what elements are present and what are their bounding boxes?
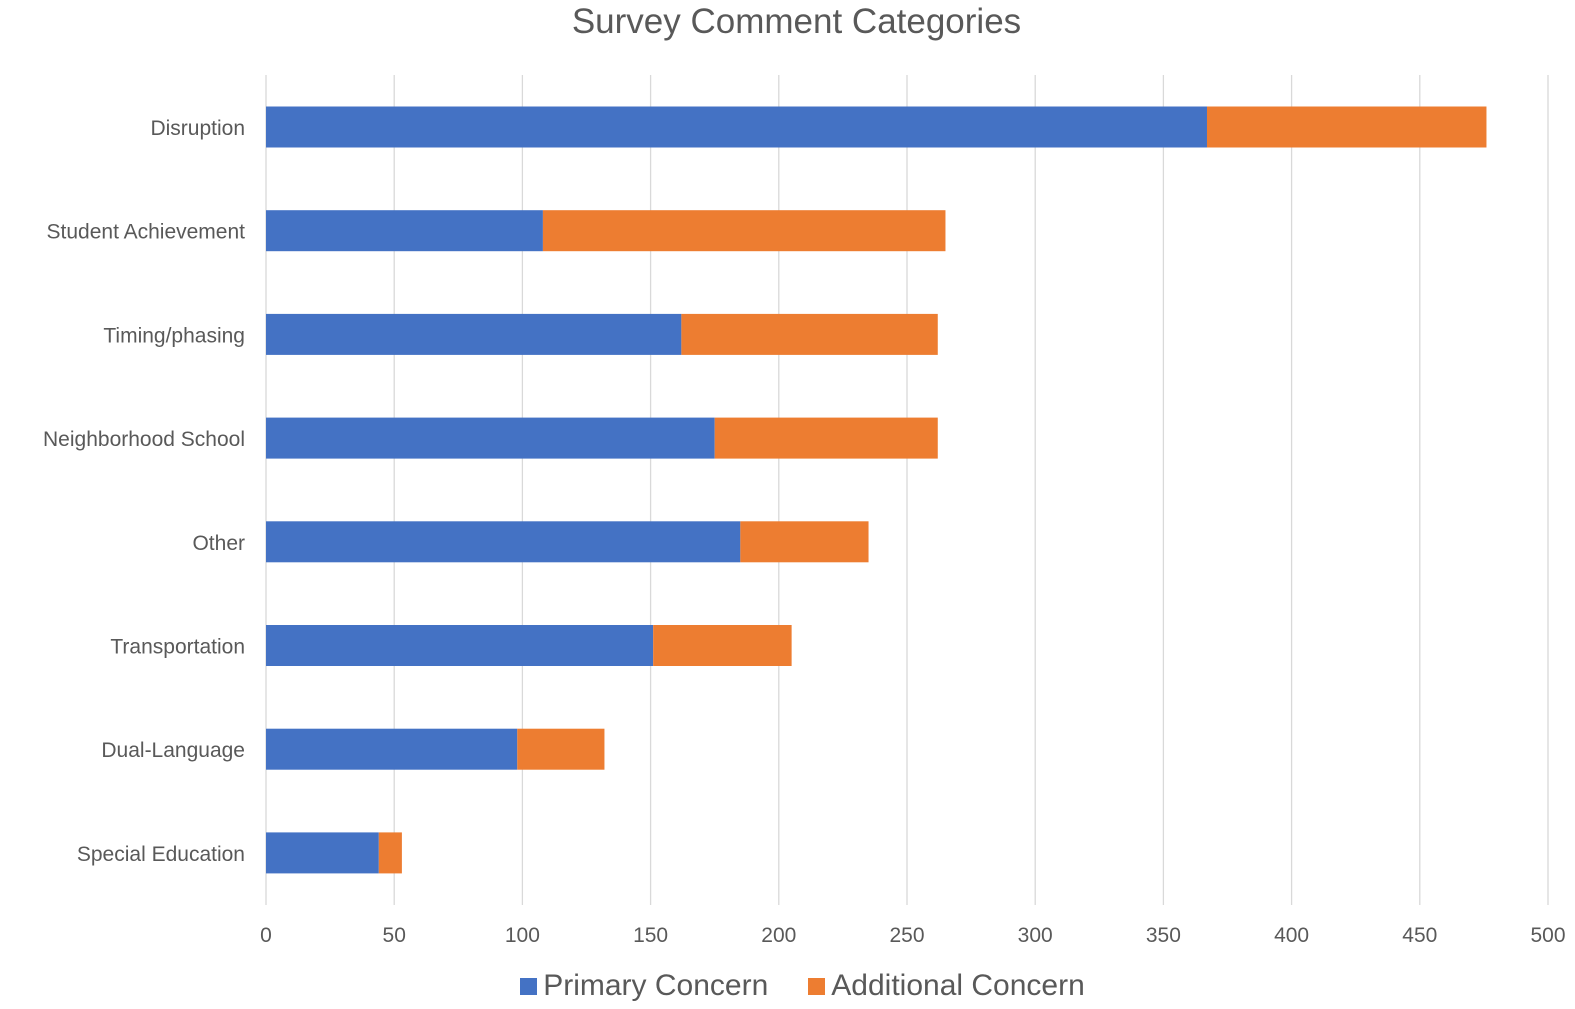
legend: Primary Concern Additional Concern bbox=[0, 969, 1575, 1003]
x-tick-label: 0 bbox=[260, 924, 272, 947]
bar-additional-2 bbox=[681, 313, 938, 355]
legend-swatch bbox=[520, 977, 538, 995]
bar-primary-0 bbox=[266, 106, 1207, 148]
legend-item: Additional Concern bbox=[808, 969, 1085, 1003]
category-label: Other bbox=[192, 532, 245, 555]
bar-additional-4 bbox=[740, 521, 869, 563]
x-tick-label: 250 bbox=[889, 924, 924, 947]
bar-primary-6 bbox=[266, 728, 518, 770]
category-label: Transportation bbox=[110, 636, 245, 659]
bar-primary-5 bbox=[266, 625, 654, 666]
x-tick-label: 50 bbox=[383, 924, 406, 947]
bar-additional-0 bbox=[1206, 106, 1487, 148]
x-tick-label: 350 bbox=[1146, 924, 1181, 947]
bar-primary-7 bbox=[266, 832, 379, 874]
x-tick-label: 400 bbox=[1274, 924, 1309, 947]
legend-label: Primary Concern bbox=[543, 969, 769, 1002]
bar-primary-1 bbox=[266, 210, 543, 252]
category-label: Student Achievement bbox=[47, 221, 246, 244]
bar-additional-3 bbox=[714, 417, 938, 459]
x-tick-label: 500 bbox=[1530, 924, 1565, 947]
x-tick-label: 150 bbox=[633, 924, 668, 947]
chart-plot: 0 50 100 150 200 250 300 350 400 450 500 Disruption… bbox=[43, 75, 1566, 947]
x-tick-label: 450 bbox=[1402, 924, 1437, 947]
category-label: Dual-Language bbox=[101, 739, 245, 762]
x-tick-label: 100 bbox=[505, 924, 540, 947]
bar-additional-1 bbox=[542, 210, 946, 252]
axis-labels: 0 50 100 150 200 250 300 350 400 450 500 Disruption… bbox=[43, 117, 1566, 947]
bar-primary-3 bbox=[266, 417, 715, 459]
legend-label: Additional Concern bbox=[831, 969, 1085, 1002]
category-label: Disruption bbox=[150, 117, 245, 140]
category-label: Special Education bbox=[77, 843, 245, 866]
legend-swatch bbox=[808, 977, 826, 995]
category-label: Neighborhood School bbox=[43, 428, 245, 451]
x-tick-label: 300 bbox=[1018, 924, 1053, 947]
bar-primary-2 bbox=[266, 313, 682, 355]
category-label: Timing/phasing bbox=[103, 324, 245, 347]
chart-title: Survey Comment Categories bbox=[571, 2, 1022, 41]
gridlines bbox=[265, 75, 1549, 905]
bars bbox=[266, 106, 1487, 874]
bar-additional-6 bbox=[517, 728, 605, 770]
bar-primary-4 bbox=[266, 521, 741, 563]
legend-item: Primary Concern bbox=[520, 969, 768, 1003]
x-tick-label: 200 bbox=[761, 924, 796, 947]
bar-additional-5 bbox=[653, 625, 792, 666]
bar-additional-7 bbox=[378, 832, 402, 874]
